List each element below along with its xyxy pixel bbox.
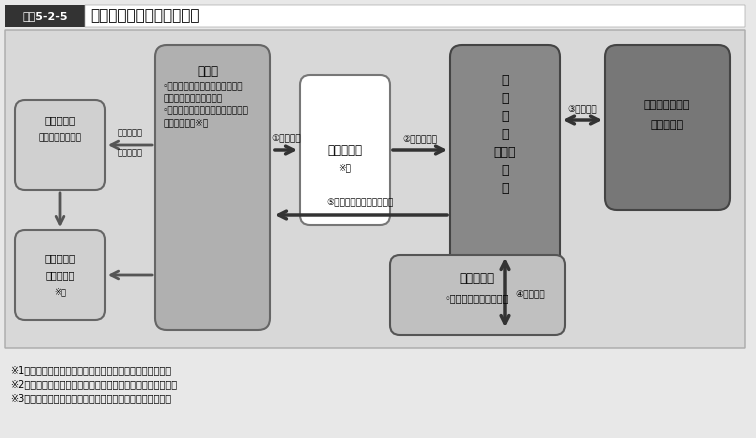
FancyBboxPatch shape [15, 100, 105, 190]
FancyBboxPatch shape [5, 5, 85, 27]
Text: 地方審議会: 地方審議会 [460, 272, 494, 285]
Text: ③資料収集: ③資料収集 [567, 104, 596, 113]
Text: 行政機関等: 行政機関等 [650, 120, 683, 130]
Text: ②請求書送付: ②請求書送付 [402, 134, 438, 143]
FancyBboxPatch shape [155, 45, 270, 330]
FancyBboxPatch shape [390, 255, 565, 335]
Text: 図表5-2-5: 図表5-2-5 [22, 11, 68, 21]
Text: ①訂正請求: ①訂正請求 [271, 134, 301, 143]
Text: （裁判所）: （裁判所） [45, 270, 75, 280]
Text: 局: 局 [501, 163, 509, 177]
Text: ※１: ※１ [339, 163, 352, 173]
FancyBboxPatch shape [300, 75, 390, 225]
FancyBboxPatch shape [605, 45, 730, 210]
Text: ◦ご本人が亡くなっている場合は、: ◦ご本人が亡くなっている場合は、 [163, 106, 249, 115]
Text: 請求者: 請求者 [197, 65, 218, 78]
Text: 地: 地 [501, 74, 509, 86]
FancyBboxPatch shape [450, 45, 560, 330]
Text: 長: 長 [501, 181, 509, 194]
Text: 不服申立へ: 不服申立へ [45, 115, 76, 125]
Text: 年金事務所: 年金事務所 [327, 144, 362, 156]
Text: ※2　遺族年金の受給権者であるなど一定の条件があります。: ※2 遺族年金の受給権者であるなど一定の条件があります。 [10, 379, 177, 389]
Text: ご遺族の方※２: ご遺族の方※２ [163, 118, 208, 127]
Text: 生: 生 [501, 127, 509, 141]
Text: ◦訂正の要否に係る審議: ◦訂正の要否に係る審議 [445, 293, 510, 303]
Text: 決定に不服: 決定に不服 [117, 128, 142, 137]
Text: ※3　不服申立を行わずに訴訟を提起することができます。: ※3 不服申立を行わずに訴訟を提起することができます。 [10, 393, 171, 403]
Text: 方: 方 [501, 92, 509, 105]
Text: 事業主・関係者: 事業主・関係者 [644, 100, 690, 110]
Text: 年金記録の訂正手続の実施: 年金記録の訂正手続の実施 [90, 8, 200, 24]
Text: ⑤訂正（不訂正）決定通知: ⑤訂正（不訂正）決定通知 [327, 198, 394, 207]
Text: ④諮問答申: ④諮問答申 [515, 290, 544, 300]
Text: （支）: （支） [494, 145, 516, 159]
FancyBboxPatch shape [85, 5, 745, 27]
Text: 司法手続へ: 司法手続へ [45, 253, 76, 263]
Text: （厚生労働大臣）: （厚生労働大臣） [39, 134, 82, 142]
Text: ※1　年金事務所で直ちに記録訂正できるものもあります。: ※1 年金事務所で直ちに記録訂正できるものもあります。 [10, 365, 171, 375]
Text: 年金に加入していた方: 年金に加入していた方 [163, 94, 222, 103]
FancyBboxPatch shape [15, 230, 105, 320]
Text: がある場合: がある場合 [117, 148, 142, 157]
Text: 厚: 厚 [501, 110, 509, 123]
Text: ※３: ※３ [54, 287, 66, 297]
FancyBboxPatch shape [5, 30, 745, 348]
Text: ◦年金に加入している方・過去に: ◦年金に加入している方・過去に [163, 82, 243, 91]
